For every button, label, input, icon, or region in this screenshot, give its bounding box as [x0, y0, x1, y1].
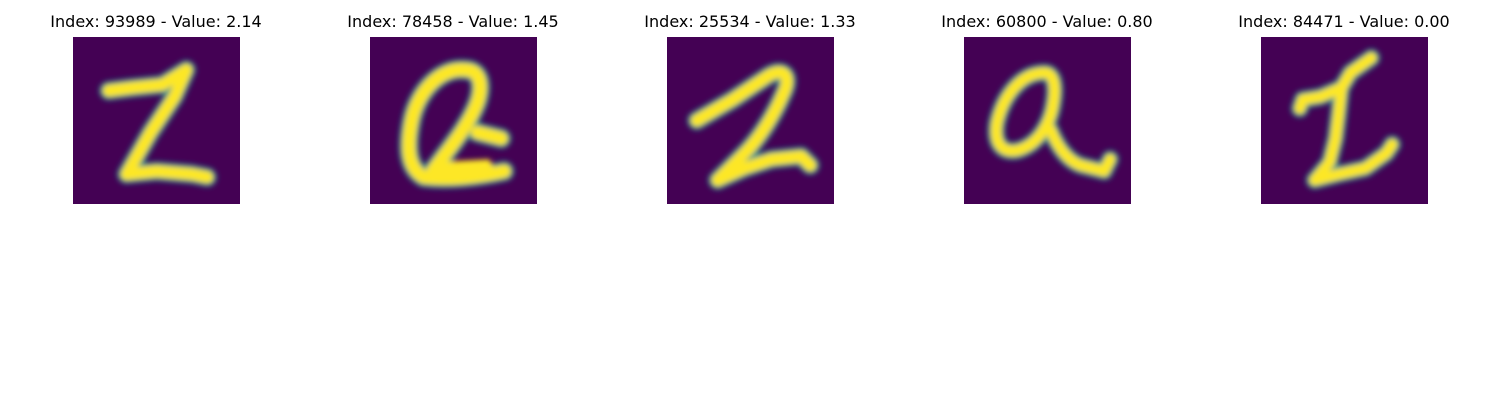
panel-title: Index: 25534 - Value: 1.33 [644, 12, 856, 31]
digit-panel: Index: 60800 - Value: 0.80 [917, 10, 1177, 210]
digit-image-2 [964, 37, 1131, 204]
digit-image-2 [73, 37, 240, 204]
digit-panel: Index: 93989 - Value: 2.14 [26, 10, 286, 210]
panel-title: Index: 93989 - Value: 2.14 [50, 12, 262, 31]
panel-title: Index: 60800 - Value: 0.80 [941, 12, 1153, 31]
digit-panel: Index: 25534 - Value: 1.33 [620, 10, 880, 210]
digit-image-2 [667, 37, 834, 204]
digit-image-1 [1261, 37, 1428, 204]
digit-panel: Index: 84471 - Value: 0.00 [1214, 10, 1474, 210]
panel-title: Index: 78458 - Value: 1.45 [347, 12, 559, 31]
digit-panel: Index: 78458 - Value: 1.45 [323, 10, 583, 210]
digit-image-2 [370, 37, 537, 204]
panel-title: Index: 84471 - Value: 0.00 [1238, 12, 1450, 31]
